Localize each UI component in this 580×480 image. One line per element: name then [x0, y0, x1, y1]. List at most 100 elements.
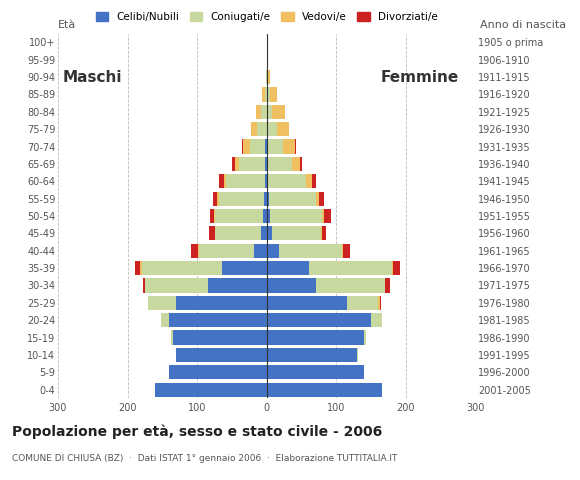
- Bar: [215, 226, 260, 240]
- Bar: [191, 244, 198, 258]
- Bar: [176, 348, 267, 362]
- Bar: [262, 87, 264, 102]
- Bar: [213, 192, 218, 206]
- Bar: [266, 157, 267, 171]
- Text: Popolazione per età, sesso e stato civile - 2006: Popolazione per età, sesso e stato civil…: [12, 425, 382, 439]
- Bar: [316, 278, 385, 293]
- Bar: [292, 157, 300, 171]
- Bar: [250, 139, 266, 154]
- Bar: [173, 330, 267, 345]
- Bar: [242, 139, 243, 154]
- Bar: [214, 209, 215, 223]
- Bar: [393, 261, 400, 275]
- Bar: [322, 209, 324, 223]
- Bar: [169, 313, 267, 327]
- Bar: [267, 174, 268, 188]
- Bar: [267, 226, 273, 240]
- Bar: [218, 192, 219, 206]
- Text: Anno di nascita: Anno di nascita: [480, 20, 566, 30]
- Bar: [357, 348, 358, 362]
- Bar: [224, 174, 226, 188]
- Bar: [254, 244, 267, 258]
- Bar: [267, 330, 364, 345]
- Text: COMUNE DI CHIUSA (BZ)  ·  Dati ISTAT 1° gennaio 2006  ·  Elaborazione TUTTITALIA: COMUNE DI CHIUSA (BZ) · Dati ISTAT 1° ge…: [12, 454, 397, 463]
- Text: Maschi: Maschi: [63, 70, 122, 84]
- Bar: [306, 174, 312, 188]
- Bar: [277, 122, 289, 136]
- Bar: [142, 261, 222, 275]
- Bar: [324, 209, 331, 223]
- Bar: [321, 226, 322, 240]
- Bar: [209, 226, 215, 240]
- Bar: [364, 330, 367, 345]
- Bar: [267, 296, 347, 310]
- Bar: [312, 174, 316, 188]
- Bar: [155, 383, 267, 397]
- Bar: [264, 174, 267, 188]
- Bar: [264, 192, 267, 206]
- Bar: [222, 261, 267, 275]
- Bar: [268, 70, 270, 84]
- Bar: [169, 365, 267, 380]
- Bar: [176, 296, 267, 310]
- Bar: [392, 261, 393, 275]
- Bar: [148, 296, 176, 310]
- Bar: [219, 192, 264, 206]
- Bar: [263, 209, 267, 223]
- Bar: [270, 87, 277, 102]
- Bar: [316, 192, 319, 206]
- Bar: [267, 70, 268, 84]
- Bar: [343, 244, 350, 258]
- Bar: [342, 244, 343, 258]
- Bar: [219, 174, 224, 188]
- Bar: [235, 157, 239, 171]
- Bar: [280, 244, 342, 258]
- Bar: [267, 313, 371, 327]
- Bar: [267, 278, 316, 293]
- Bar: [226, 174, 264, 188]
- Bar: [273, 105, 285, 119]
- Bar: [135, 261, 140, 275]
- Bar: [371, 313, 382, 327]
- Bar: [140, 261, 142, 275]
- Bar: [267, 244, 280, 258]
- Bar: [266, 139, 267, 154]
- Bar: [267, 87, 270, 102]
- Bar: [267, 348, 357, 362]
- Bar: [210, 209, 214, 223]
- Bar: [161, 313, 169, 327]
- Bar: [257, 122, 267, 136]
- Bar: [267, 105, 273, 119]
- Bar: [319, 192, 324, 206]
- Bar: [267, 139, 283, 154]
- Bar: [379, 296, 381, 310]
- Bar: [264, 87, 267, 102]
- Bar: [260, 226, 267, 240]
- Bar: [215, 209, 263, 223]
- Bar: [266, 70, 267, 84]
- Bar: [269, 192, 316, 206]
- Bar: [143, 278, 145, 293]
- Bar: [295, 139, 296, 154]
- Bar: [385, 278, 390, 293]
- Bar: [347, 296, 378, 310]
- Bar: [300, 157, 302, 171]
- Bar: [270, 209, 322, 223]
- Legend: Celibi/Nubili, Coniugati/e, Vedovi/e, Divorziati/e: Celibi/Nubili, Coniugati/e, Vedovi/e, Di…: [92, 8, 442, 26]
- Text: Femmine: Femmine: [381, 70, 459, 84]
- Bar: [267, 192, 269, 206]
- Bar: [267, 365, 364, 380]
- Bar: [267, 209, 270, 223]
- Bar: [309, 261, 392, 275]
- Bar: [322, 226, 326, 240]
- Bar: [378, 296, 379, 310]
- Bar: [208, 278, 267, 293]
- Bar: [252, 122, 257, 136]
- Bar: [268, 174, 306, 188]
- Text: Età: Età: [58, 20, 76, 30]
- Bar: [243, 139, 250, 154]
- Bar: [267, 157, 292, 171]
- Bar: [267, 122, 277, 136]
- Bar: [145, 278, 208, 293]
- Bar: [198, 244, 254, 258]
